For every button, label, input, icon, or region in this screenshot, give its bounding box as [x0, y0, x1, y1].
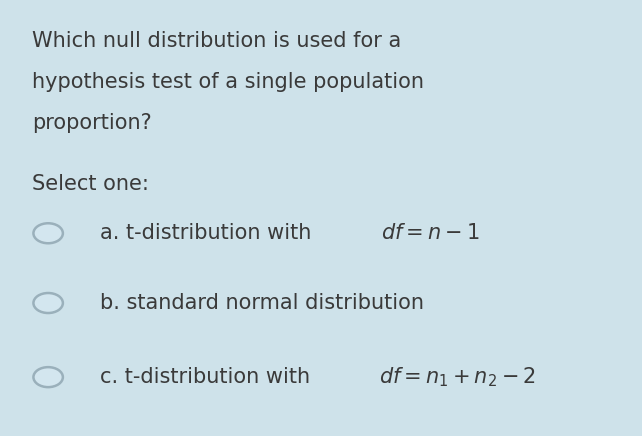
Text: proportion?: proportion?: [32, 113, 152, 133]
Text: Which null distribution is used for a: Which null distribution is used for a: [32, 31, 401, 51]
Text: hypothesis test of a single population: hypothesis test of a single population: [32, 72, 424, 92]
Text: Select one:: Select one:: [32, 174, 149, 194]
Text: a. t-distribution with: a. t-distribution with: [100, 223, 318, 243]
Text: $\mathit{df} = n - 1$: $\mathit{df} = n - 1$: [381, 223, 480, 243]
Circle shape: [33, 223, 63, 243]
Text: c. t-distribution with: c. t-distribution with: [100, 367, 317, 387]
Circle shape: [33, 293, 63, 313]
Text: $\mathit{df} = n_1 + n_2 - 2$: $\mathit{df} = n_1 + n_2 - 2$: [379, 365, 536, 389]
Circle shape: [33, 367, 63, 387]
Text: b. standard normal distribution: b. standard normal distribution: [100, 293, 424, 313]
